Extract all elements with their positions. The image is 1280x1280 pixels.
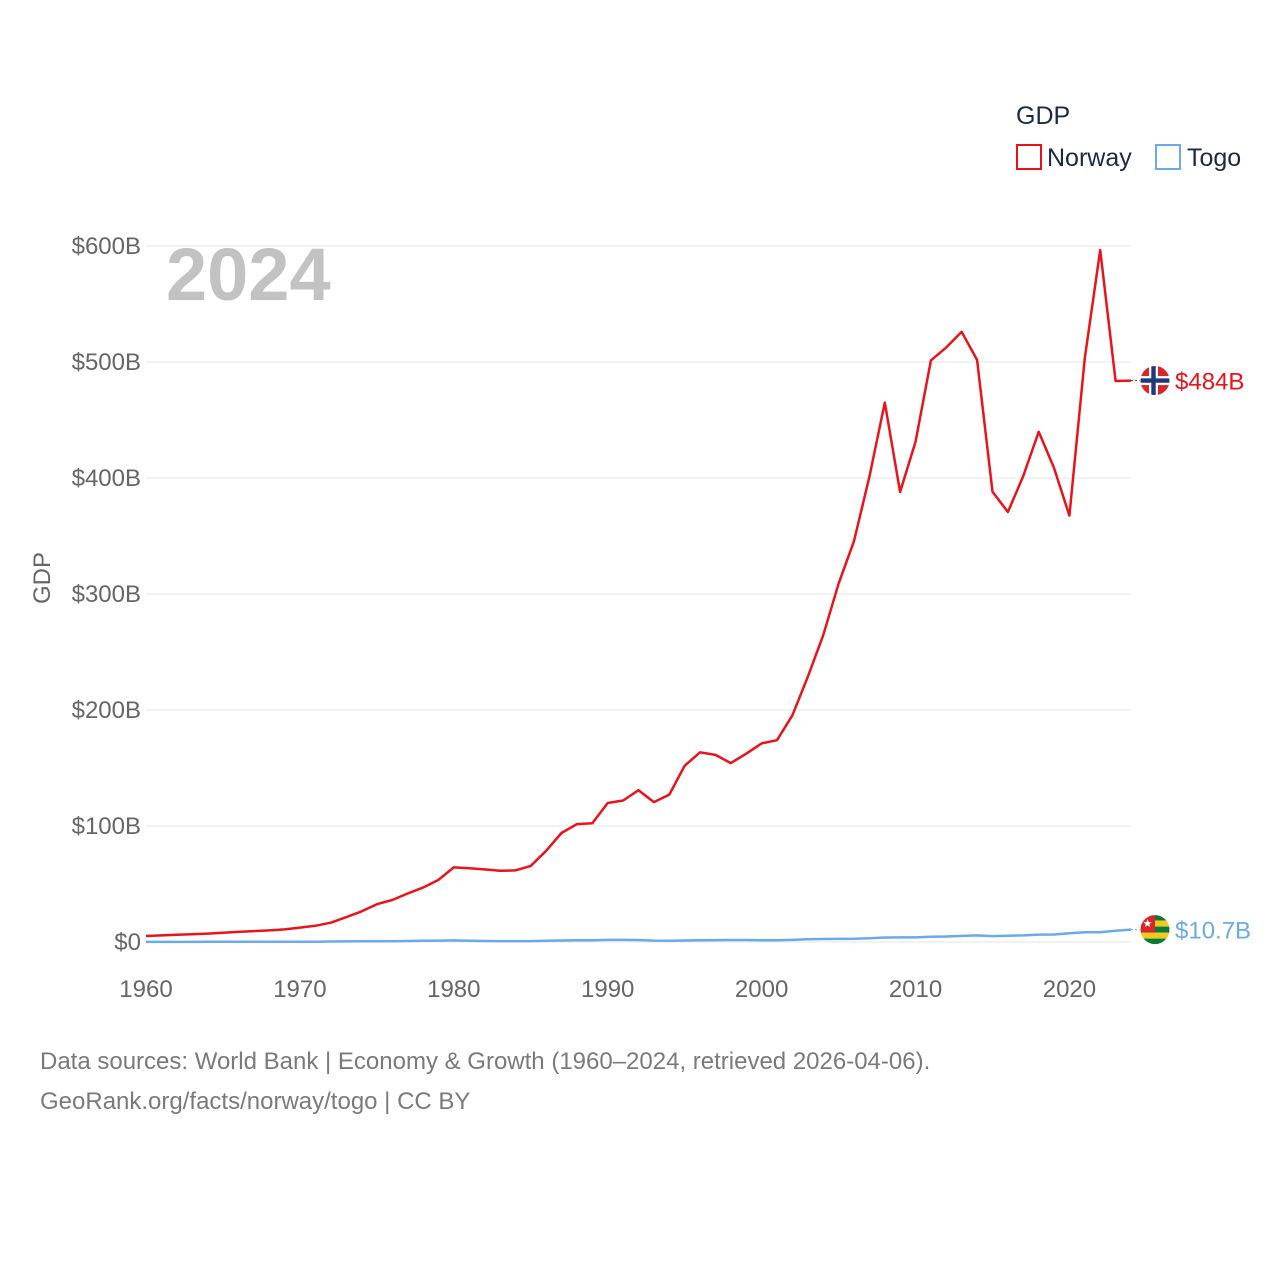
x-tick-label: 1960 <box>119 976 172 1003</box>
series-end-markers: $484B $10.7B <box>1131 365 1251 946</box>
x-tick-label: 1990 <box>581 976 634 1003</box>
legend-swatch-togo[interactable] <box>1155 144 1181 170</box>
y-tick-label: $500B <box>72 349 141 376</box>
y-tick-label: $200B <box>72 697 141 724</box>
legend-label-togo[interactable]: Togo <box>1187 144 1241 172</box>
y-tick-label: $300B <box>72 581 141 608</box>
norway-flag-icon <box>1139 365 1171 397</box>
y-axis-ticks: $0 $100B $200B $300B $400B $500B $600B <box>72 233 141 956</box>
source-url-text[interactable]: GeoRank.org/facts/norway/togo | CC BY <box>40 1088 471 1115</box>
legend: GDP Norway Togo <box>1016 102 1241 172</box>
footer: Data sources: World Bank | Economy & Gro… <box>40 1042 930 1122</box>
legend-title: GDP <box>1016 102 1070 130</box>
series-line-norway[interactable] <box>145 248 1132 938</box>
series-lines <box>145 248 1132 944</box>
data-sources-text: Data sources: World Bank | Economy & Gro… <box>40 1048 931 1075</box>
x-tick-label: 1970 <box>273 976 326 1003</box>
y-tick-label: $100B <box>72 813 141 840</box>
year-label: 2024 <box>166 233 331 316</box>
y-tick-label: $0 <box>114 929 141 956</box>
end-value-label-togo: $10.7B <box>1175 918 1251 945</box>
togo-flag-icon <box>1139 914 1171 946</box>
x-axis-ticks: 1960 1970 1980 1990 2000 2010 2020 <box>119 976 1096 1003</box>
x-tick-label: 2010 <box>889 976 942 1003</box>
x-tick-label: 2020 <box>1043 976 1096 1003</box>
legend-swatch-norway[interactable] <box>1016 144 1042 170</box>
x-tick-label: 2000 <box>735 976 788 1003</box>
y-tick-label: $400B <box>72 465 141 492</box>
end-value-label-norway: $484B <box>1175 369 1244 396</box>
y-axis-title: GDP <box>29 552 56 604</box>
legend-label-norway[interactable]: Norway <box>1047 144 1132 172</box>
y-tick-label: $600B <box>72 233 141 260</box>
x-tick-label: 1980 <box>427 976 480 1003</box>
series-line-togo[interactable] <box>146 928 1132 944</box>
gridlines <box>146 245 1131 943</box>
